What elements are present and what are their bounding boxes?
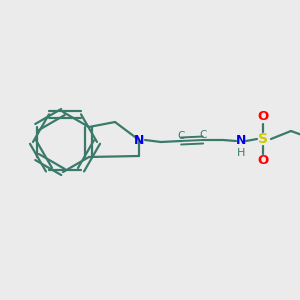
Text: O: O [257,110,268,124]
Text: C: C [177,131,185,141]
Text: N: N [236,134,246,148]
Text: C: C [199,130,207,140]
Text: H: H [237,148,245,158]
Text: O: O [257,154,268,167]
Text: N: N [134,134,144,146]
Text: S: S [258,132,268,146]
